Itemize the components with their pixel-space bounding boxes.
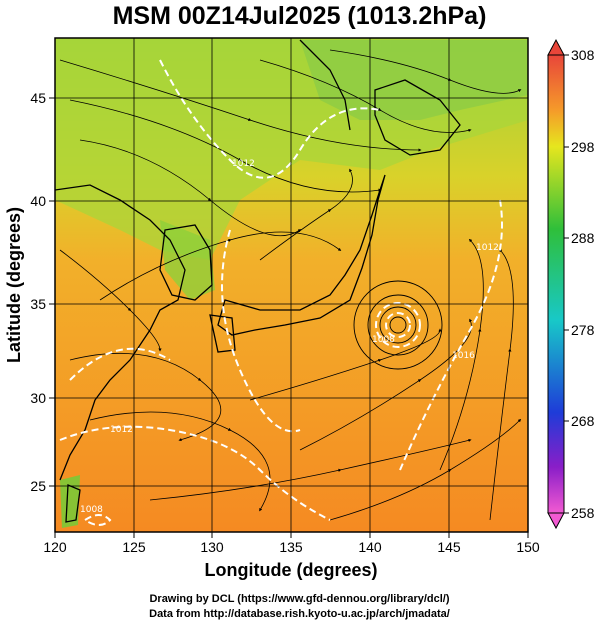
colorbar-tick-label: 258 <box>571 505 595 521</box>
lon-tick-label: 125 <box>122 539 146 555</box>
lon-tick-label: 135 <box>279 539 303 555</box>
isobar-label: 1012 <box>476 243 499 253</box>
chart-title: MSM 00Z14Jul2025 (1013.2hPa) <box>112 2 487 30</box>
lat-tick-labels: 45 40 35 30 25 <box>30 90 46 494</box>
lon-tick-label: 145 <box>437 539 461 555</box>
axis-ticks <box>49 97 529 538</box>
taiwan-region <box>60 475 80 528</box>
isobar-label: 1008 <box>80 505 103 515</box>
isobar-label: 1012 <box>232 159 255 169</box>
cyclone-swirl <box>353 280 443 370</box>
lat-tick-label: 45 <box>30 90 46 106</box>
lon-tick-label: 130 <box>200 539 224 555</box>
korea-region <box>160 220 215 300</box>
grid-lines <box>55 38 528 532</box>
colorbar-tick-label: 278 <box>571 322 595 338</box>
isobar-labels: 1012 1012 1016 1008 1008 1012 <box>80 159 499 515</box>
credit-drawing: Drawing by DCL (https://www.gfd-dennou.o… <box>149 593 450 605</box>
x-axis-label: Longitude (degrees) <box>204 560 377 580</box>
isobar-label: 1016 <box>452 351 475 361</box>
lon-tick-label: 150 <box>516 539 540 555</box>
isobars <box>59 59 503 526</box>
lat-tick-label: 30 <box>30 390 46 406</box>
lat-tick-label: 25 <box>30 478 46 494</box>
plot-area: 1012 1012 1016 1008 1008 1012 <box>55 38 528 532</box>
lat-tick-label: 40 <box>30 193 46 209</box>
colorbar-tick-label: 288 <box>571 230 595 246</box>
cool-region-north <box>300 40 528 120</box>
colorbar: 308 298 288 278 268 258 <box>547 38 595 530</box>
lat-tick-label: 35 <box>30 296 46 312</box>
lon-tick-labels: 120 125 130 135 140 145 150 <box>43 539 540 555</box>
colorbar-tick-label: 298 <box>571 139 595 155</box>
isobar-label: 1008 <box>372 335 395 345</box>
colorbar-bottom-arrow <box>547 512 565 530</box>
lon-tick-label: 120 <box>43 539 67 555</box>
lon-tick-label: 140 <box>358 539 382 555</box>
colorbar-tick-label: 308 <box>571 47 595 63</box>
credit-data: Data from http://database.rish.kyoto-u.a… <box>149 608 450 620</box>
colorbar-top-arrow <box>547 38 565 56</box>
colorbar-tick-label: 268 <box>571 413 595 429</box>
colorbar-scale <box>547 54 565 514</box>
y-axis-label: Latitude (degrees) <box>4 207 24 363</box>
isobar-label: 1012 <box>110 425 133 435</box>
